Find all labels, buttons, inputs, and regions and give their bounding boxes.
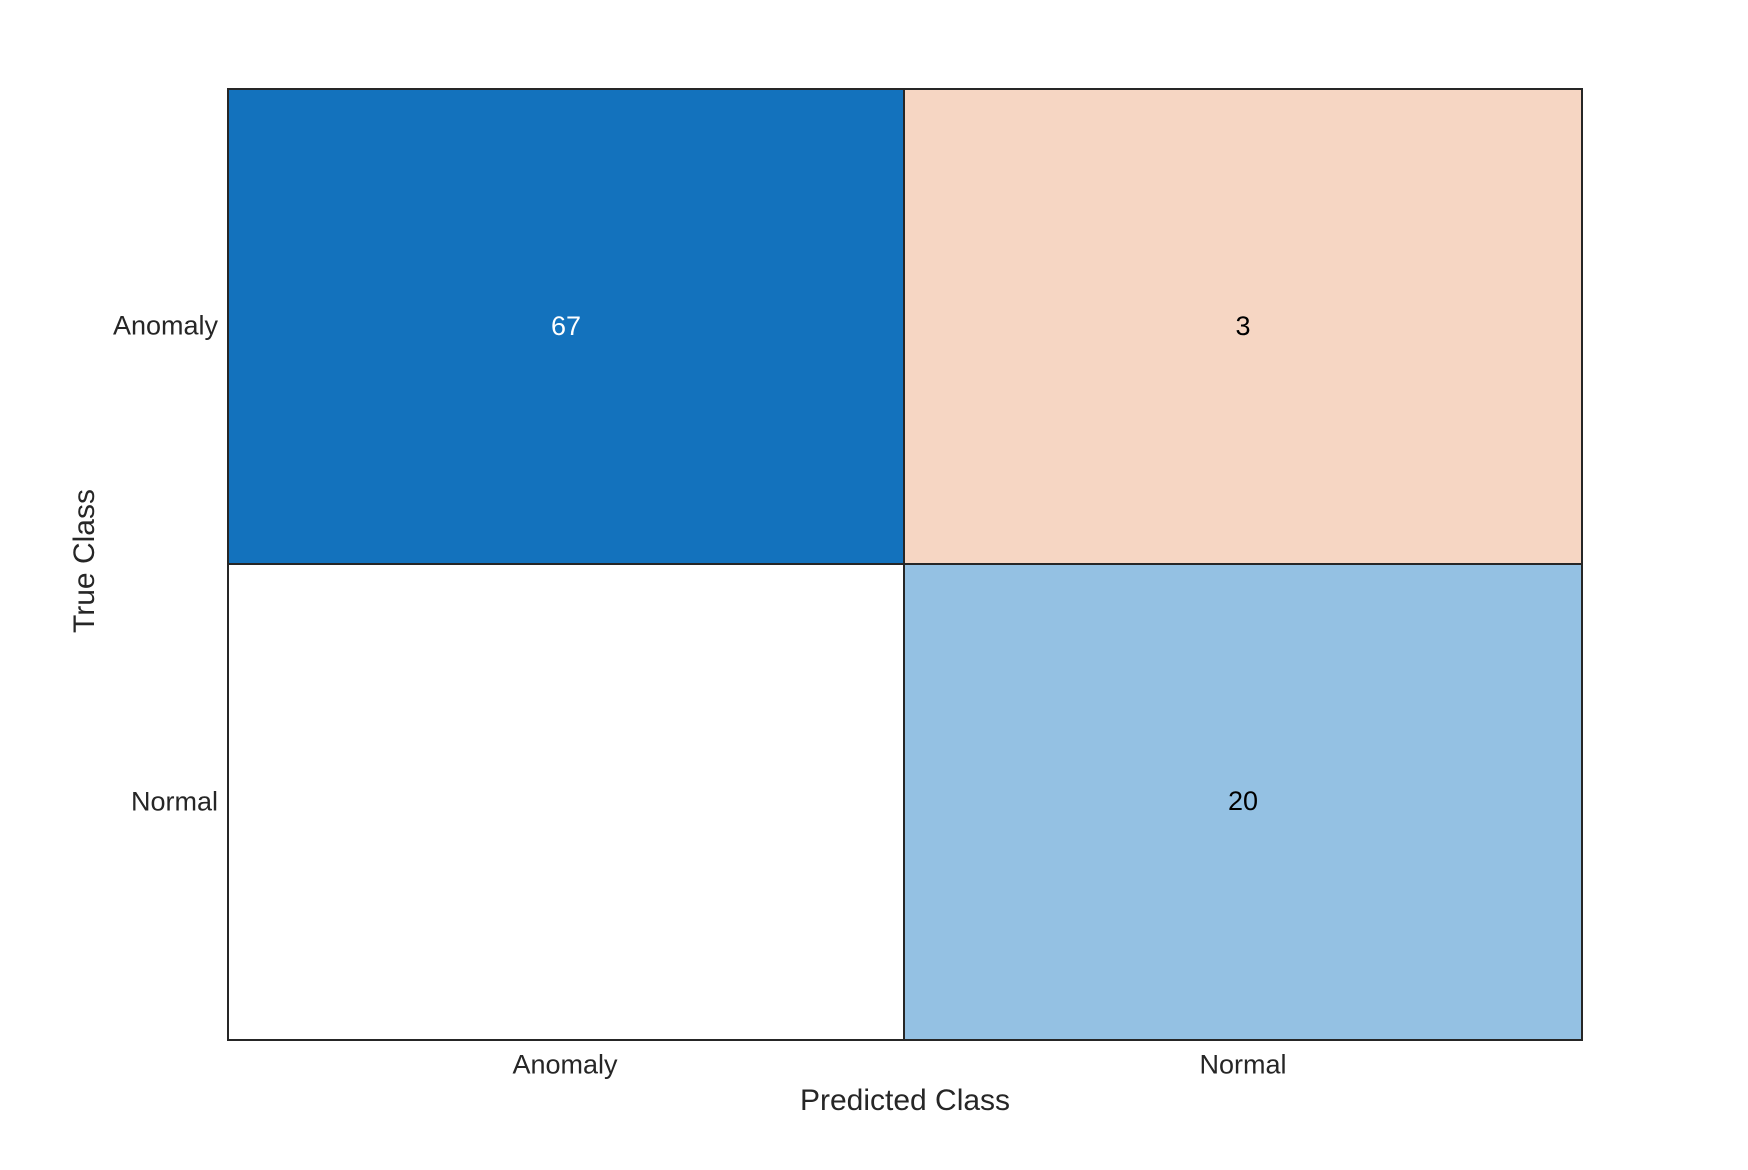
y-axis-label: True Class (68, 489, 101, 633)
cell-value: 20 (1227, 786, 1259, 817)
matrix-cell-normal-normal: 20 (905, 564, 1581, 1039)
matrix-cell-normal-anomaly (229, 564, 905, 1039)
cell-value: 3 (1235, 310, 1251, 341)
y-tick-normal: Normal (130, 786, 218, 817)
x-tick-anomaly: Anomaly (512, 1049, 618, 1080)
matrix-cell-anomaly-normal: 3 (905, 90, 1581, 565)
y-tick-anomaly: Anomaly (112, 310, 218, 341)
cell-value: 67 (550, 310, 582, 341)
matrix-cell-anomaly-anomaly: 67 (229, 90, 905, 565)
x-tick-normal: Normal (1199, 1049, 1287, 1080)
confusion-matrix-plot: 67 3 20 (227, 88, 1583, 1041)
x-axis-label: Predicted Class (799, 1084, 1011, 1117)
